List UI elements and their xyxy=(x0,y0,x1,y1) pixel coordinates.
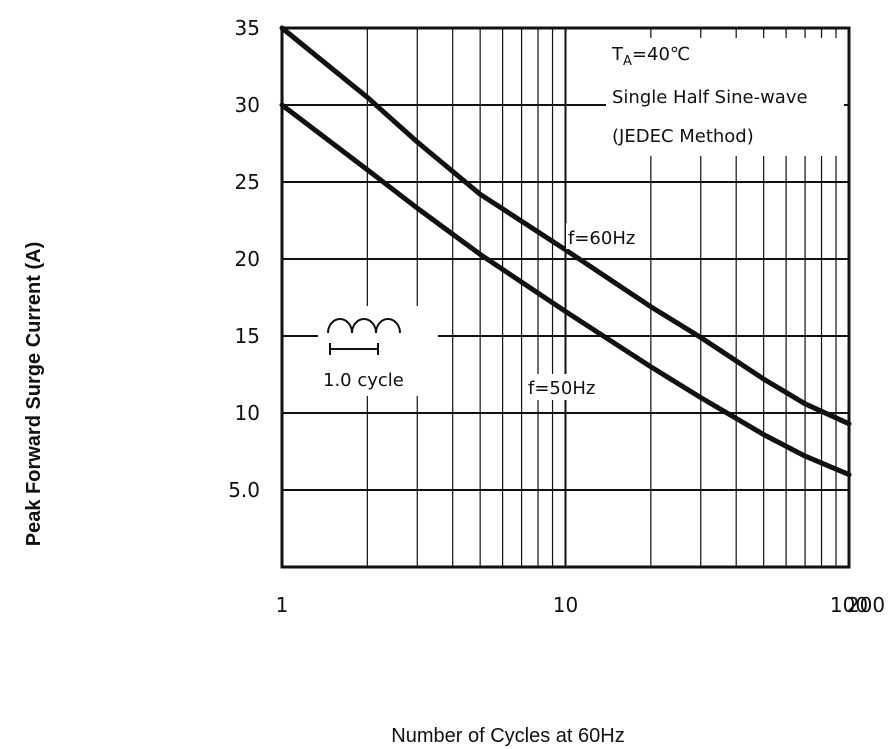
y-tick-label: 20 xyxy=(235,247,260,271)
x-tick-label: 200 xyxy=(847,593,885,617)
plot-frame xyxy=(280,26,851,569)
waveform-icon xyxy=(327,318,401,334)
y-axis-title: Peak Forward Surge Current (A) xyxy=(23,242,45,547)
series-label-60hz: f=60Hz xyxy=(568,228,635,249)
series-label-50hz: f=50Hz xyxy=(528,378,595,399)
y-tick-label: 10 xyxy=(235,401,260,425)
y-tick-label: 25 xyxy=(235,170,260,194)
condition-line-2: Single Half Sine-wave xyxy=(612,87,808,108)
condition-box-background xyxy=(606,38,844,156)
x-tick-label: 10 xyxy=(553,593,578,617)
condition-line-3: (JEDEC Method) xyxy=(612,126,754,147)
series-layer xyxy=(279,25,852,478)
y-tick-label: 15 xyxy=(235,324,260,348)
x-tick-label: 1 xyxy=(276,593,289,617)
y-tick-label: 35 xyxy=(235,16,260,40)
cycle-label: 1.0 cycle xyxy=(323,370,404,391)
series-line-f50hz xyxy=(279,102,852,478)
label-bg-50hz xyxy=(526,374,598,400)
series-line-f60hz xyxy=(279,25,852,427)
y-tick-label: 30 xyxy=(235,93,260,117)
x-tick-label: 100 xyxy=(830,593,868,617)
y-tick-label: 5.0 xyxy=(228,478,260,502)
condition-ta: TA=40℃ xyxy=(611,44,690,69)
y-tick-labels: 35 30 25 20 15 10 5.0 xyxy=(228,16,260,502)
x-axis-title: Number of Cycles at 60Hz xyxy=(391,725,624,747)
label-bg-60hz xyxy=(566,223,638,249)
